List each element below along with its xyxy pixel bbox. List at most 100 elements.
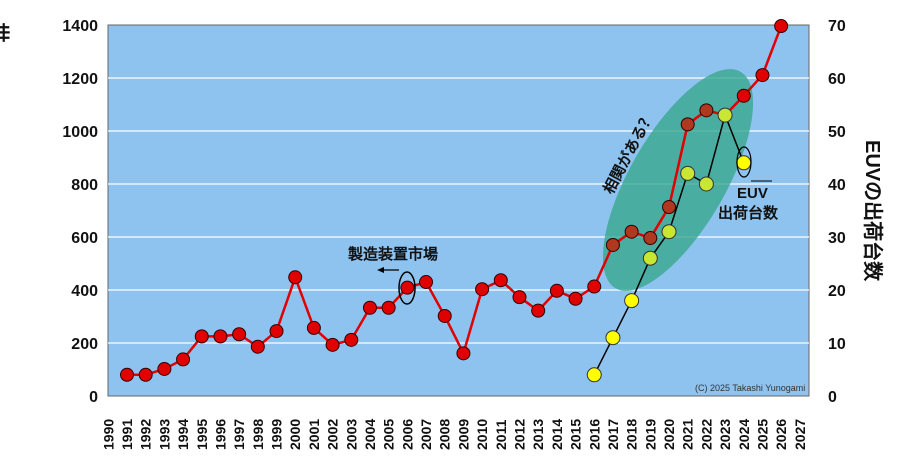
- x-tick-label: 2017: [605, 419, 621, 450]
- market-point: [120, 367, 134, 382]
- y2-axis-label: EUVの出荷台数: [861, 140, 885, 282]
- market-point: [138, 367, 153, 382]
- x-tick-label: 1994: [175, 419, 191, 450]
- euv-callout-ellipse: [736, 146, 752, 178]
- market-point: [269, 324, 284, 339]
- y2-tick-label: 30: [828, 230, 846, 247]
- x-tick-label: 2026: [773, 419, 789, 450]
- market-point: [194, 329, 209, 344]
- x-tick-label: 2006: [399, 419, 415, 450]
- x-tick-label: 2003: [343, 419, 359, 450]
- euv-point: [605, 330, 621, 346]
- market-callout-ellipse: [398, 271, 416, 305]
- x-tick-label: 2001: [306, 419, 322, 450]
- market-point: [549, 283, 564, 298]
- market-point: [493, 273, 508, 288]
- euv-point: [698, 176, 714, 192]
- x-tick-label: 2024: [736, 419, 752, 450]
- y2-tick-label: 50: [828, 124, 846, 141]
- x-tick-label: 2013: [530, 419, 546, 450]
- x-tick-label: 1993: [156, 419, 172, 450]
- y-tick-label: 400: [71, 283, 98, 300]
- euv-point: [586, 367, 602, 383]
- x-tick-label: 2002: [325, 419, 341, 450]
- market-point: [456, 346, 471, 361]
- market-point: [680, 117, 695, 132]
- y-tick-label: 1400: [62, 18, 98, 35]
- market-point: [288, 270, 303, 285]
- euv-point: [736, 155, 752, 171]
- x-tick-label: 2025: [754, 419, 770, 450]
- y-tick-label: 200: [71, 336, 98, 353]
- market-point: [624, 224, 639, 239]
- market-point: [306, 320, 321, 335]
- y2-tick-label: 0: [828, 389, 837, 406]
- market-point: [736, 88, 751, 103]
- arrow-head-icon: [377, 267, 384, 273]
- market-point: [755, 68, 770, 83]
- y-tick-label: 1200: [62, 71, 98, 88]
- x-tick-label: 2011: [493, 419, 509, 450]
- market-point: [437, 308, 452, 323]
- x-tick-label: 2022: [698, 419, 714, 450]
- y2-tick-label: 40: [828, 177, 846, 194]
- x-tick-label: 1999: [269, 419, 285, 450]
- x-tick-label: 1992: [138, 419, 154, 450]
- x-tick-label: 2012: [511, 419, 527, 450]
- y2-tick-label: 20: [828, 283, 846, 300]
- y2-tick-label: 10: [828, 336, 846, 353]
- market-point: [250, 339, 265, 354]
- grid: [108, 77, 809, 344]
- euv-point: [642, 250, 658, 266]
- x-tick-label: 2021: [680, 419, 696, 450]
- market-point: [157, 361, 172, 376]
- market-point: [568, 291, 583, 306]
- y-tick-label: 800: [71, 177, 98, 194]
- x-tick-label: 2019: [642, 419, 658, 450]
- market-point: [344, 332, 359, 347]
- y-axis-left: 0 200 400 600 800 1000 1200 1400: [62, 18, 98, 406]
- euv-point: [624, 293, 640, 309]
- market-point: [774, 19, 789, 34]
- market-point: [475, 282, 490, 297]
- x-tick-label: 2007: [418, 419, 434, 450]
- market-point: [662, 200, 677, 215]
- x-tick-label: 1990: [100, 419, 116, 450]
- market-point: [587, 279, 602, 294]
- x-tick-label: 2008: [437, 419, 453, 450]
- y-axis-label: 世界の半導体製造装置市場（億ドル）: [0, 19, 10, 43]
- x-tick-label: 1998: [250, 419, 266, 450]
- market-point: [213, 329, 228, 344]
- market-point: [362, 300, 377, 315]
- x-tick-label: 2015: [568, 419, 584, 450]
- x-tick-label: 2027: [792, 419, 808, 450]
- x-tick-label: 1991: [119, 419, 135, 450]
- market-point: [381, 300, 396, 315]
- x-tick-label: 2005: [381, 419, 397, 450]
- x-tick-label: 1995: [194, 419, 210, 450]
- market-point: [605, 237, 620, 252]
- market-point: [232, 327, 247, 342]
- x-tick-label: 2020: [661, 419, 677, 450]
- x-tick-label: 2016: [586, 419, 602, 450]
- x-tick-label: 1997: [231, 419, 247, 450]
- market-point: [512, 290, 527, 305]
- y-tick-label: 600: [71, 230, 98, 247]
- y2-tick-label: 60: [828, 71, 846, 88]
- market-point: [400, 280, 415, 295]
- x-tick-label: 2004: [362, 419, 378, 450]
- x-tick-label: 2009: [455, 419, 471, 450]
- market-point: [419, 275, 434, 290]
- euv-point: [680, 165, 696, 181]
- market-point: [699, 103, 714, 118]
- euv-label-2: 出荷台数: [718, 204, 779, 222]
- market-point: [176, 352, 191, 367]
- market-point: [531, 303, 546, 318]
- y2-tick-label: 70: [828, 18, 846, 35]
- market-point: [643, 231, 658, 246]
- y-tick-label: 0: [89, 389, 98, 406]
- y-axis-right: 0 10 20 30 40 50 60 70: [828, 18, 846, 406]
- x-tick-label: 1996: [212, 419, 228, 450]
- x-tick-label: 2023: [717, 419, 733, 450]
- euv-point: [717, 107, 733, 123]
